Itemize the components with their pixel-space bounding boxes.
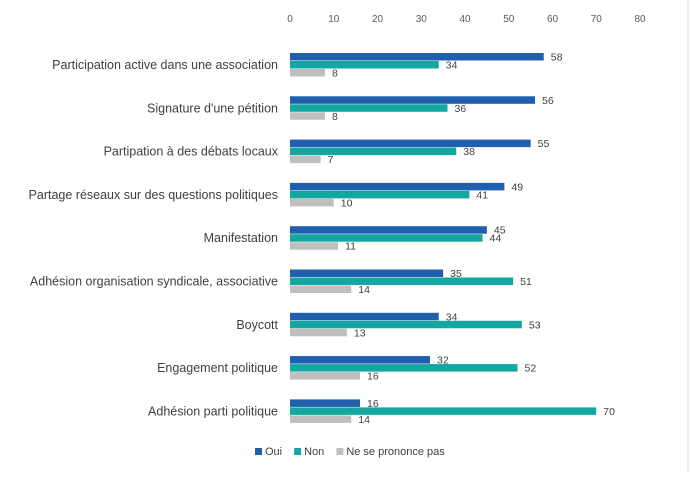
bar-ne-se-prononce-pas	[290, 198, 334, 207]
legend-swatch	[294, 448, 302, 455]
bar-ne-se-prononce-pas	[290, 112, 325, 120]
data-label: 45	[494, 225, 506, 237]
bar-non	[290, 320, 522, 329]
legend-label: Non	[304, 446, 324, 458]
data-label: 52	[525, 363, 537, 375]
bar-non	[290, 104, 448, 112]
category-label: Manifestation	[204, 231, 278, 245]
x-tick-label: 20	[372, 14, 384, 25]
data-label: 34	[446, 60, 458, 72]
category-label: Partipation à des débats locaux	[104, 145, 279, 159]
x-tick-label: 70	[591, 14, 603, 25]
data-label: 56	[542, 95, 554, 107]
bar-ne-se-prononce-pas	[290, 328, 347, 337]
data-label: 34	[446, 311, 458, 323]
data-label: 44	[490, 233, 502, 245]
bar-oui	[290, 226, 487, 234]
data-label: 7	[328, 154, 334, 166]
x-tick-label: 30	[416, 14, 428, 25]
bar-oui	[290, 139, 531, 148]
data-label: 32	[437, 355, 449, 367]
bar-non	[290, 364, 518, 372]
legend: Oui Non Ne se prononce pas	[255, 446, 445, 458]
bar-ne-se-prononce-pas	[290, 242, 339, 250]
category-label: Adhésion organisation syndicale, associa…	[30, 275, 278, 289]
legend-swatch	[336, 448, 344, 455]
data-label: 8	[332, 111, 338, 123]
bar-non	[290, 61, 439, 69]
data-label: 10	[341, 197, 353, 209]
category-label: Boycott	[236, 318, 278, 332]
bar-non	[290, 234, 483, 242]
data-label: 16	[367, 371, 379, 383]
bar-oui	[290, 96, 535, 104]
category-label: Adhésion parti politique	[148, 404, 278, 418]
data-label: 70	[603, 406, 615, 418]
data-label: 41	[476, 189, 488, 201]
bar-non	[290, 190, 470, 199]
data-label: 58	[551, 52, 563, 64]
legend-swatch	[255, 448, 262, 455]
data-label: 35	[450, 268, 462, 280]
category-label: Engagement politique	[157, 361, 278, 375]
x-tick-label: 80	[634, 14, 646, 25]
data-label: 36	[455, 103, 467, 115]
category-label: Participation active dans une associatio…	[52, 58, 278, 72]
bar-oui	[290, 182, 505, 191]
legend-label: Oui	[265, 446, 282, 458]
legend-label: Ne se prononce pas	[346, 446, 445, 458]
bar-oui	[290, 356, 430, 364]
x-tick-label: 50	[503, 14, 515, 25]
x-tick-label: 10	[328, 14, 340, 25]
data-label: 53	[529, 319, 541, 331]
bar-ne-se-prononce-pas	[290, 415, 352, 423]
x-axis-ticks: 0 10 20 30 40 50 60 70 80	[287, 14, 646, 25]
bar-non	[290, 277, 514, 285]
bar-oui	[290, 312, 439, 321]
bar-ne-se-prononce-pas	[290, 69, 325, 77]
bar-ne-se-prononce-pas	[290, 372, 360, 380]
bars	[290, 53, 597, 423]
bar-oui	[290, 53, 544, 61]
bar-ne-se-prononce-pas	[290, 285, 352, 293]
bar-oui	[290, 399, 360, 407]
bar-oui	[290, 269, 444, 277]
data-label: 14	[358, 284, 370, 296]
x-tick-label: 60	[547, 14, 559, 25]
data-label: 13	[354, 327, 366, 339]
data-label: 49	[511, 181, 523, 193]
x-tick-label: 0	[287, 14, 293, 25]
bar-non	[290, 147, 457, 156]
data-label: 14	[358, 414, 370, 426]
x-tick-label: 40	[459, 14, 471, 25]
data-label: 55	[538, 138, 550, 150]
data-label: 16	[367, 398, 379, 410]
data-label: 38	[463, 146, 475, 158]
data-label: 11	[345, 241, 356, 253]
category-label: Signature d'une pétition	[147, 101, 278, 115]
bar-ne-se-prononce-pas	[290, 155, 321, 164]
category-labels: Participation active dans une associatio…	[29, 58, 279, 418]
data-label: 51	[520, 276, 532, 288]
bar-non	[290, 407, 597, 415]
category-label: Partage réseaux sur des questions politi…	[29, 188, 278, 202]
data-label: 8	[332, 68, 338, 80]
